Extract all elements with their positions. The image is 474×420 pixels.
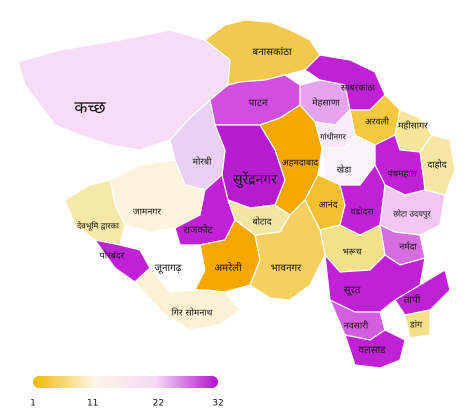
district — [249, 198, 326, 301]
district-label: कच्छ — [74, 98, 106, 118]
colorbar — [33, 376, 218, 388]
district-label: वलसाड — [358, 345, 386, 356]
district — [344, 329, 406, 369]
district-label: खेडा — [337, 164, 352, 176]
district-label: देवभूमि द्वारका — [77, 221, 120, 232]
colorbar-tick-label: 32 — [212, 399, 223, 409]
district-label: भावनगर — [271, 263, 302, 274]
district-label: दाहोद — [428, 159, 447, 171]
colorbar-tick-label: 11 — [87, 399, 98, 409]
district-label: अहमदाबाद — [282, 159, 319, 169]
district-label: आनंद — [319, 200, 338, 211]
district-label: तापी — [404, 294, 421, 306]
district-label: गांधीनगर — [320, 132, 347, 142]
district-label: अरवली — [365, 116, 390, 128]
district-label: मोरबी — [193, 156, 213, 168]
district-label: जामनगर — [133, 208, 161, 218]
district-label: सूरत — [344, 285, 361, 296]
colorbar-tick-label: 22 — [153, 399, 164, 409]
district-label: बनासकांठा — [252, 46, 292, 58]
district-label: छोटा उदयपुर — [393, 209, 431, 220]
district — [134, 267, 241, 331]
district-label: पोरबंदर — [100, 250, 125, 262]
district-label: बोटाद — [252, 216, 271, 228]
district — [404, 309, 431, 339]
colorbar-tick-label: 1 — [30, 399, 36, 409]
district-label: साबरकांठा — [341, 83, 376, 94]
district-label: डांग — [409, 320, 423, 331]
district-label: गिर सोमनाथ — [172, 307, 213, 319]
district-label: वडोदरा — [351, 206, 375, 218]
district-label: मेहसाणा — [312, 97, 340, 109]
district-label: नर्मदा — [399, 241, 417, 253]
district-label: भरूच — [342, 248, 361, 258]
district-label: पाटन — [249, 98, 268, 109]
district-label: अमरेली — [214, 262, 241, 274]
district — [64, 179, 126, 246]
district-label: नवसारी — [344, 320, 369, 332]
district-label: सुरेंद्रनगर — [233, 171, 277, 188]
district-label: राजकोट — [183, 224, 213, 236]
district-label: पंचमहाल — [387, 169, 417, 180]
district-label: महीसागर — [398, 120, 428, 132]
district-label: जूनागढ़ — [155, 263, 182, 274]
